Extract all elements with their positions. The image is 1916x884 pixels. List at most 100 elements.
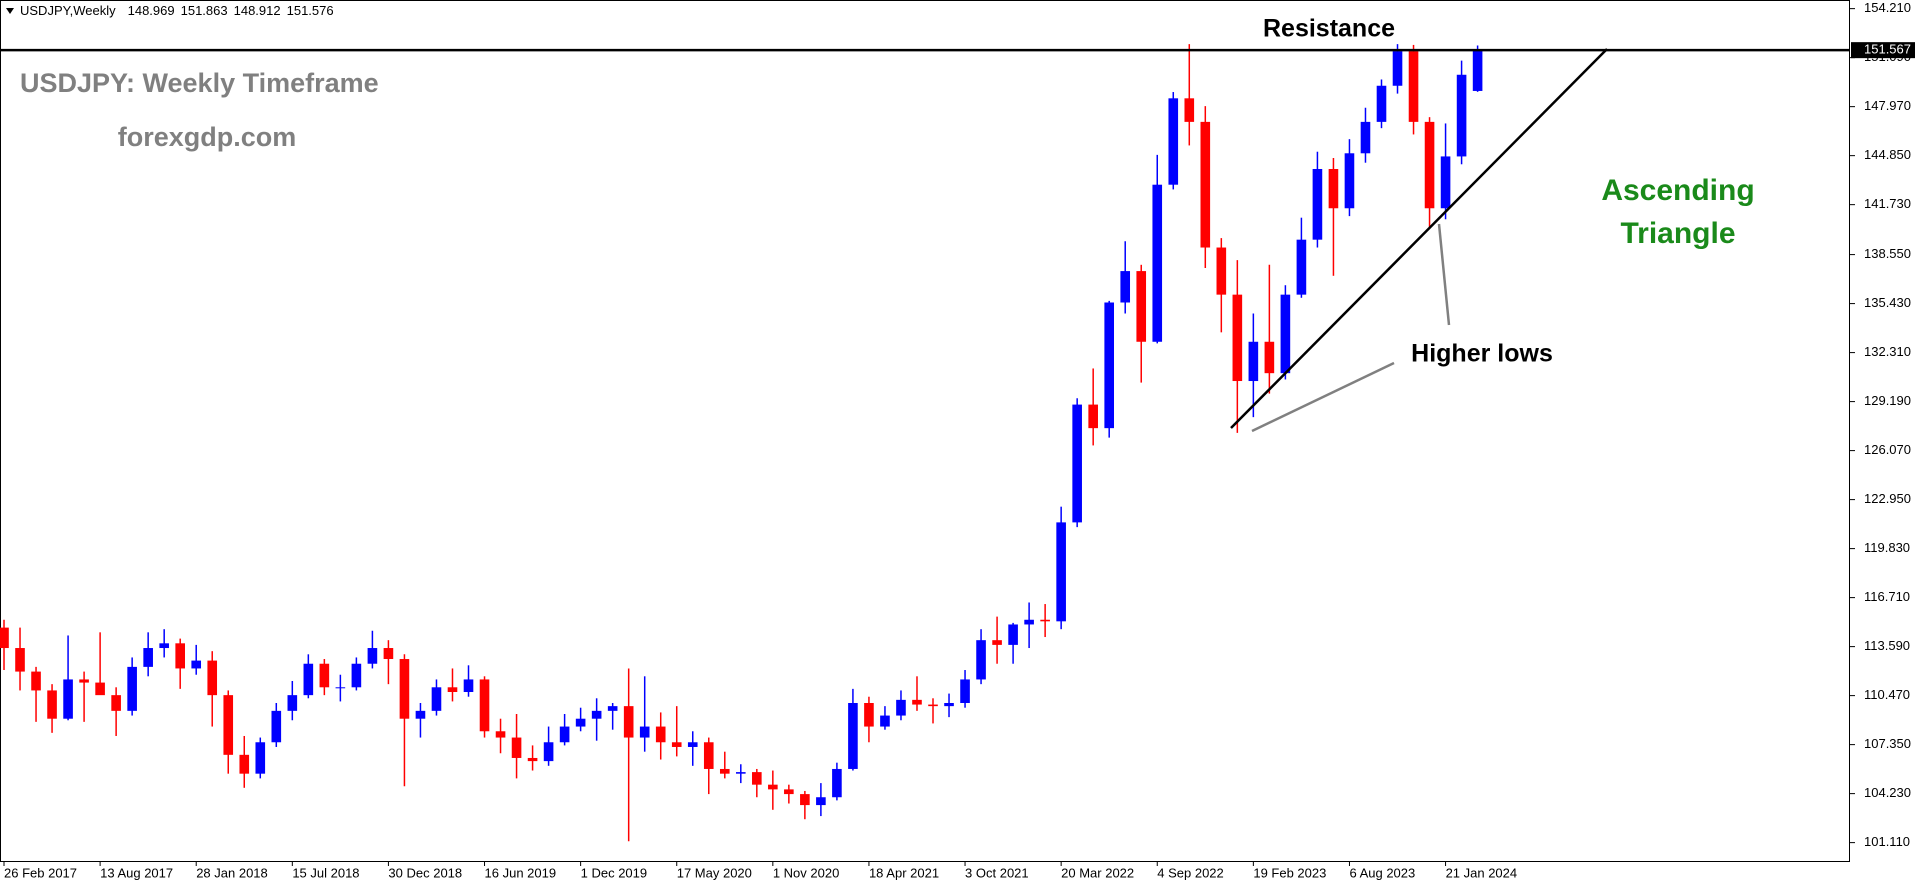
candle-body xyxy=(303,663,314,696)
candle-body xyxy=(1184,98,1195,122)
x-tick-label: 18 Apr 2021 xyxy=(869,865,939,880)
candle-body xyxy=(1328,168,1339,209)
info-open: 148.969 xyxy=(128,3,175,18)
y-tick-label: 154.210 xyxy=(1864,0,1911,15)
candle-body xyxy=(239,754,250,774)
candle-body xyxy=(607,706,618,711)
info-low: 148.912 xyxy=(234,3,281,18)
candle-body xyxy=(1232,294,1243,382)
y-tick-label: 107.350 xyxy=(1864,736,1911,751)
candle-body xyxy=(1280,294,1291,374)
y-tick-label: 132.310 xyxy=(1864,344,1911,359)
pattern-label: Triangle xyxy=(1620,217,1735,250)
candle-body xyxy=(1472,50,1483,91)
candle-body xyxy=(1056,522,1066,622)
x-tick-label: 1 Nov 2020 xyxy=(773,865,840,880)
candle-body xyxy=(735,772,746,774)
candle-body xyxy=(1088,404,1098,429)
candle-body xyxy=(1104,302,1115,429)
candle-body xyxy=(1408,51,1419,122)
candle-body xyxy=(367,648,378,664)
candle-body xyxy=(752,772,762,785)
resistance-label: Resistance xyxy=(1263,15,1395,43)
y-tick-label: 138.550 xyxy=(1864,246,1911,261)
candle-body xyxy=(912,699,922,705)
candle-body xyxy=(495,731,506,738)
candle-body xyxy=(335,687,346,689)
candle-body xyxy=(1024,619,1034,625)
candle-body xyxy=(255,742,266,774)
y-tick-label: 101.110 xyxy=(1864,834,1910,849)
x-tick-label: 16 Jun 2019 xyxy=(485,865,557,880)
candle-body xyxy=(1040,619,1050,622)
candle-body xyxy=(15,648,25,672)
candle-body xyxy=(415,710,426,719)
candle-body xyxy=(944,702,954,707)
candle-body xyxy=(1312,168,1323,240)
candle-body xyxy=(287,695,298,711)
x-tick-label: 30 Dec 2018 xyxy=(388,865,462,880)
candle-body xyxy=(383,648,394,660)
candle-body xyxy=(527,757,538,762)
chart-title: USDJPY: Weekly Timeframe xyxy=(20,68,379,98)
candle-body xyxy=(960,679,970,703)
candle-body xyxy=(159,643,169,649)
candle-body xyxy=(431,687,442,711)
candle-body xyxy=(223,695,234,755)
candle-body xyxy=(1216,247,1227,295)
x-tick-label: 6 Aug 2023 xyxy=(1349,865,1415,880)
x-tick-label: 21 Jan 2024 xyxy=(1446,865,1518,880)
candle-body xyxy=(864,702,874,727)
candle-body xyxy=(1200,121,1211,248)
candle-body xyxy=(1008,624,1018,645)
x-tick-label: 17 May 2020 xyxy=(677,865,752,880)
candle-body xyxy=(1120,271,1131,303)
candle-body xyxy=(207,660,218,696)
y-tick-label: 116.710 xyxy=(1864,589,1910,604)
candle-body xyxy=(832,768,842,798)
y-tick-label: 126.070 xyxy=(1864,442,1911,457)
candle-body xyxy=(399,659,410,719)
price-label: 151.567 xyxy=(1864,42,1911,57)
candle-body xyxy=(928,704,938,707)
pointer-line xyxy=(1251,361,1395,433)
info-close: 151.576 xyxy=(287,3,334,18)
y-tick-label: 135.430 xyxy=(1864,295,1911,310)
candle-body xyxy=(1456,74,1467,157)
candle-body xyxy=(575,718,586,727)
x-tick-label: 1 Dec 2019 xyxy=(581,865,648,880)
candle-body xyxy=(1248,341,1259,382)
candle-body xyxy=(351,663,362,688)
candle-body xyxy=(1344,153,1355,209)
candle-body xyxy=(719,768,730,774)
candle-body xyxy=(1152,184,1163,342)
symbol-info: USDJPY,Weekly 148.969 151.863 148.912 151.57… xyxy=(20,3,334,18)
x-tick-label: 26 Feb 2017 xyxy=(4,865,77,880)
y-tick-label: 104.230 xyxy=(1864,785,1911,800)
candle-body xyxy=(1440,156,1451,209)
y-tick-label: 113.590 xyxy=(1864,638,1910,653)
pointer-line xyxy=(1437,223,1451,326)
y-tick-label: 119.830 xyxy=(1864,540,1910,555)
candle-body xyxy=(111,695,121,711)
y-tick-label: 129.190 xyxy=(1864,393,1911,408)
candle-body xyxy=(623,706,634,738)
candle-body xyxy=(816,797,826,806)
candle-body xyxy=(479,679,490,732)
candle-body xyxy=(63,679,73,719)
candle-body xyxy=(1424,121,1435,209)
candle-body xyxy=(671,742,682,747)
candle-body xyxy=(848,702,858,769)
candles xyxy=(0,44,1483,842)
plot-frame xyxy=(0,0,1850,862)
candle-body xyxy=(784,789,794,795)
candle-body xyxy=(1168,98,1179,185)
candle-body xyxy=(1072,404,1082,523)
candle-body xyxy=(992,640,1002,645)
candle-body xyxy=(655,726,666,743)
pattern-label: Ascending xyxy=(1601,174,1754,207)
symbol: USDJPY,Weekly xyxy=(20,3,116,18)
info-high: 151.863 xyxy=(181,3,228,18)
